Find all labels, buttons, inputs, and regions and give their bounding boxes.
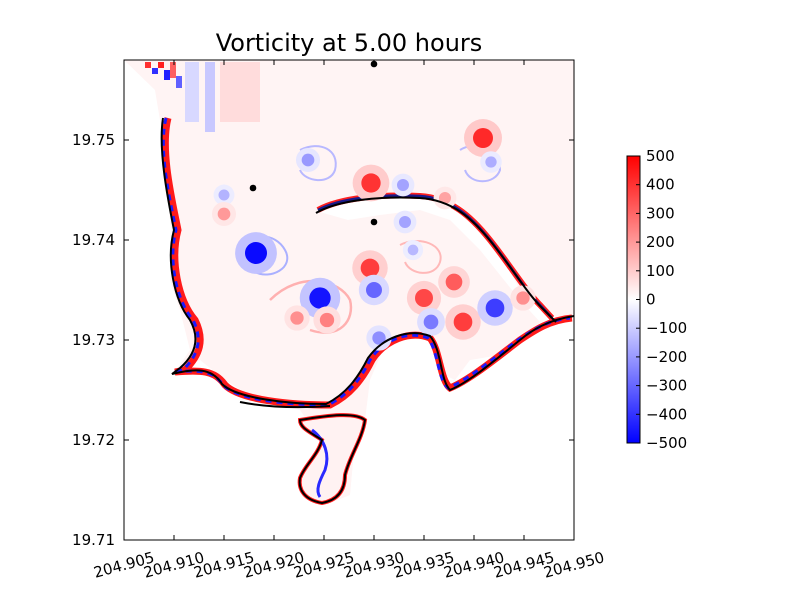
colorbar-tick-label: 400 [646, 176, 675, 194]
eddy-core [399, 216, 411, 228]
bay-shelf-line [239, 401, 331, 409]
eddy-core [245, 242, 267, 264]
eddy-core [366, 282, 382, 298]
noise-cell [164, 70, 170, 80]
colorbar-tick-label: −100 [646, 319, 687, 337]
eddy-core [473, 128, 493, 148]
vorticity-field [124, 60, 574, 506]
y-tick-label: 19.75 [72, 131, 115, 149]
eddy-core [439, 192, 451, 204]
eddy-core [485, 298, 505, 318]
station-marker [370, 218, 378, 226]
y-tick-label: 19.73 [72, 331, 115, 349]
noise-cell [176, 76, 182, 88]
noise-band [205, 62, 215, 132]
colorbar-tick-label: 0 [646, 291, 656, 309]
eddy-core [360, 258, 380, 278]
y-tick-label: 19.72 [72, 431, 115, 449]
eddy-core [301, 153, 315, 167]
eddy-core [423, 314, 439, 330]
noise-cell [158, 62, 164, 68]
eddy-core [218, 189, 230, 201]
y-tick-label: 19.71 [72, 531, 115, 549]
station-marker [249, 184, 257, 192]
chart-title: Vorticity at 5.00 hours [216, 29, 483, 57]
colorbar-tick-label: 300 [646, 204, 675, 222]
coastline [160, 117, 574, 406]
eddy-core [361, 173, 381, 193]
eddy-core [407, 244, 419, 256]
eddy-core [415, 289, 433, 307]
eddy-core [372, 331, 386, 345]
plot-frame [123, 59, 575, 541]
reef-coastline [315, 196, 557, 323]
eddy-core [397, 179, 409, 191]
noise-cell [170, 62, 176, 78]
eddy-core [319, 312, 335, 328]
eddy-core [485, 156, 497, 168]
shore-vorticity-blue [161, 117, 571, 407]
colorbar-tick-label: −400 [646, 405, 687, 423]
colorbar-tick-label: −300 [646, 377, 687, 395]
noise-cell [145, 62, 151, 68]
swirl-filament [299, 145, 337, 182]
eddy-core [290, 311, 304, 325]
colorbar-ticks: 500 400 300 200 100 0 −100 −200 −300 −400 −500 [636, 147, 687, 452]
colorbar-tick-label: −200 [646, 348, 687, 366]
noise-cell [152, 68, 158, 74]
colorbar-tick-label: −500 [646, 434, 687, 452]
inlet-coastline [298, 414, 367, 505]
eddy-layer [211, 119, 536, 351]
y-tick-label: 19.74 [72, 231, 115, 249]
colorbar-tick-label: 500 [646, 147, 675, 165]
water-domain [124, 60, 574, 505]
y-axis: 19.71 19.72 19.73 19.74 19.75 [72, 131, 574, 549]
eddy-core [309, 287, 331, 309]
eddy-core [516, 291, 530, 305]
eddy-core [445, 273, 463, 291]
colorbar-tick-label: 200 [646, 233, 675, 251]
eddy-core [453, 312, 473, 332]
noise-band [185, 62, 199, 122]
colorbar-tick-label: 100 [646, 262, 675, 280]
eddy-core [217, 207, 231, 221]
noise-band [220, 62, 260, 122]
